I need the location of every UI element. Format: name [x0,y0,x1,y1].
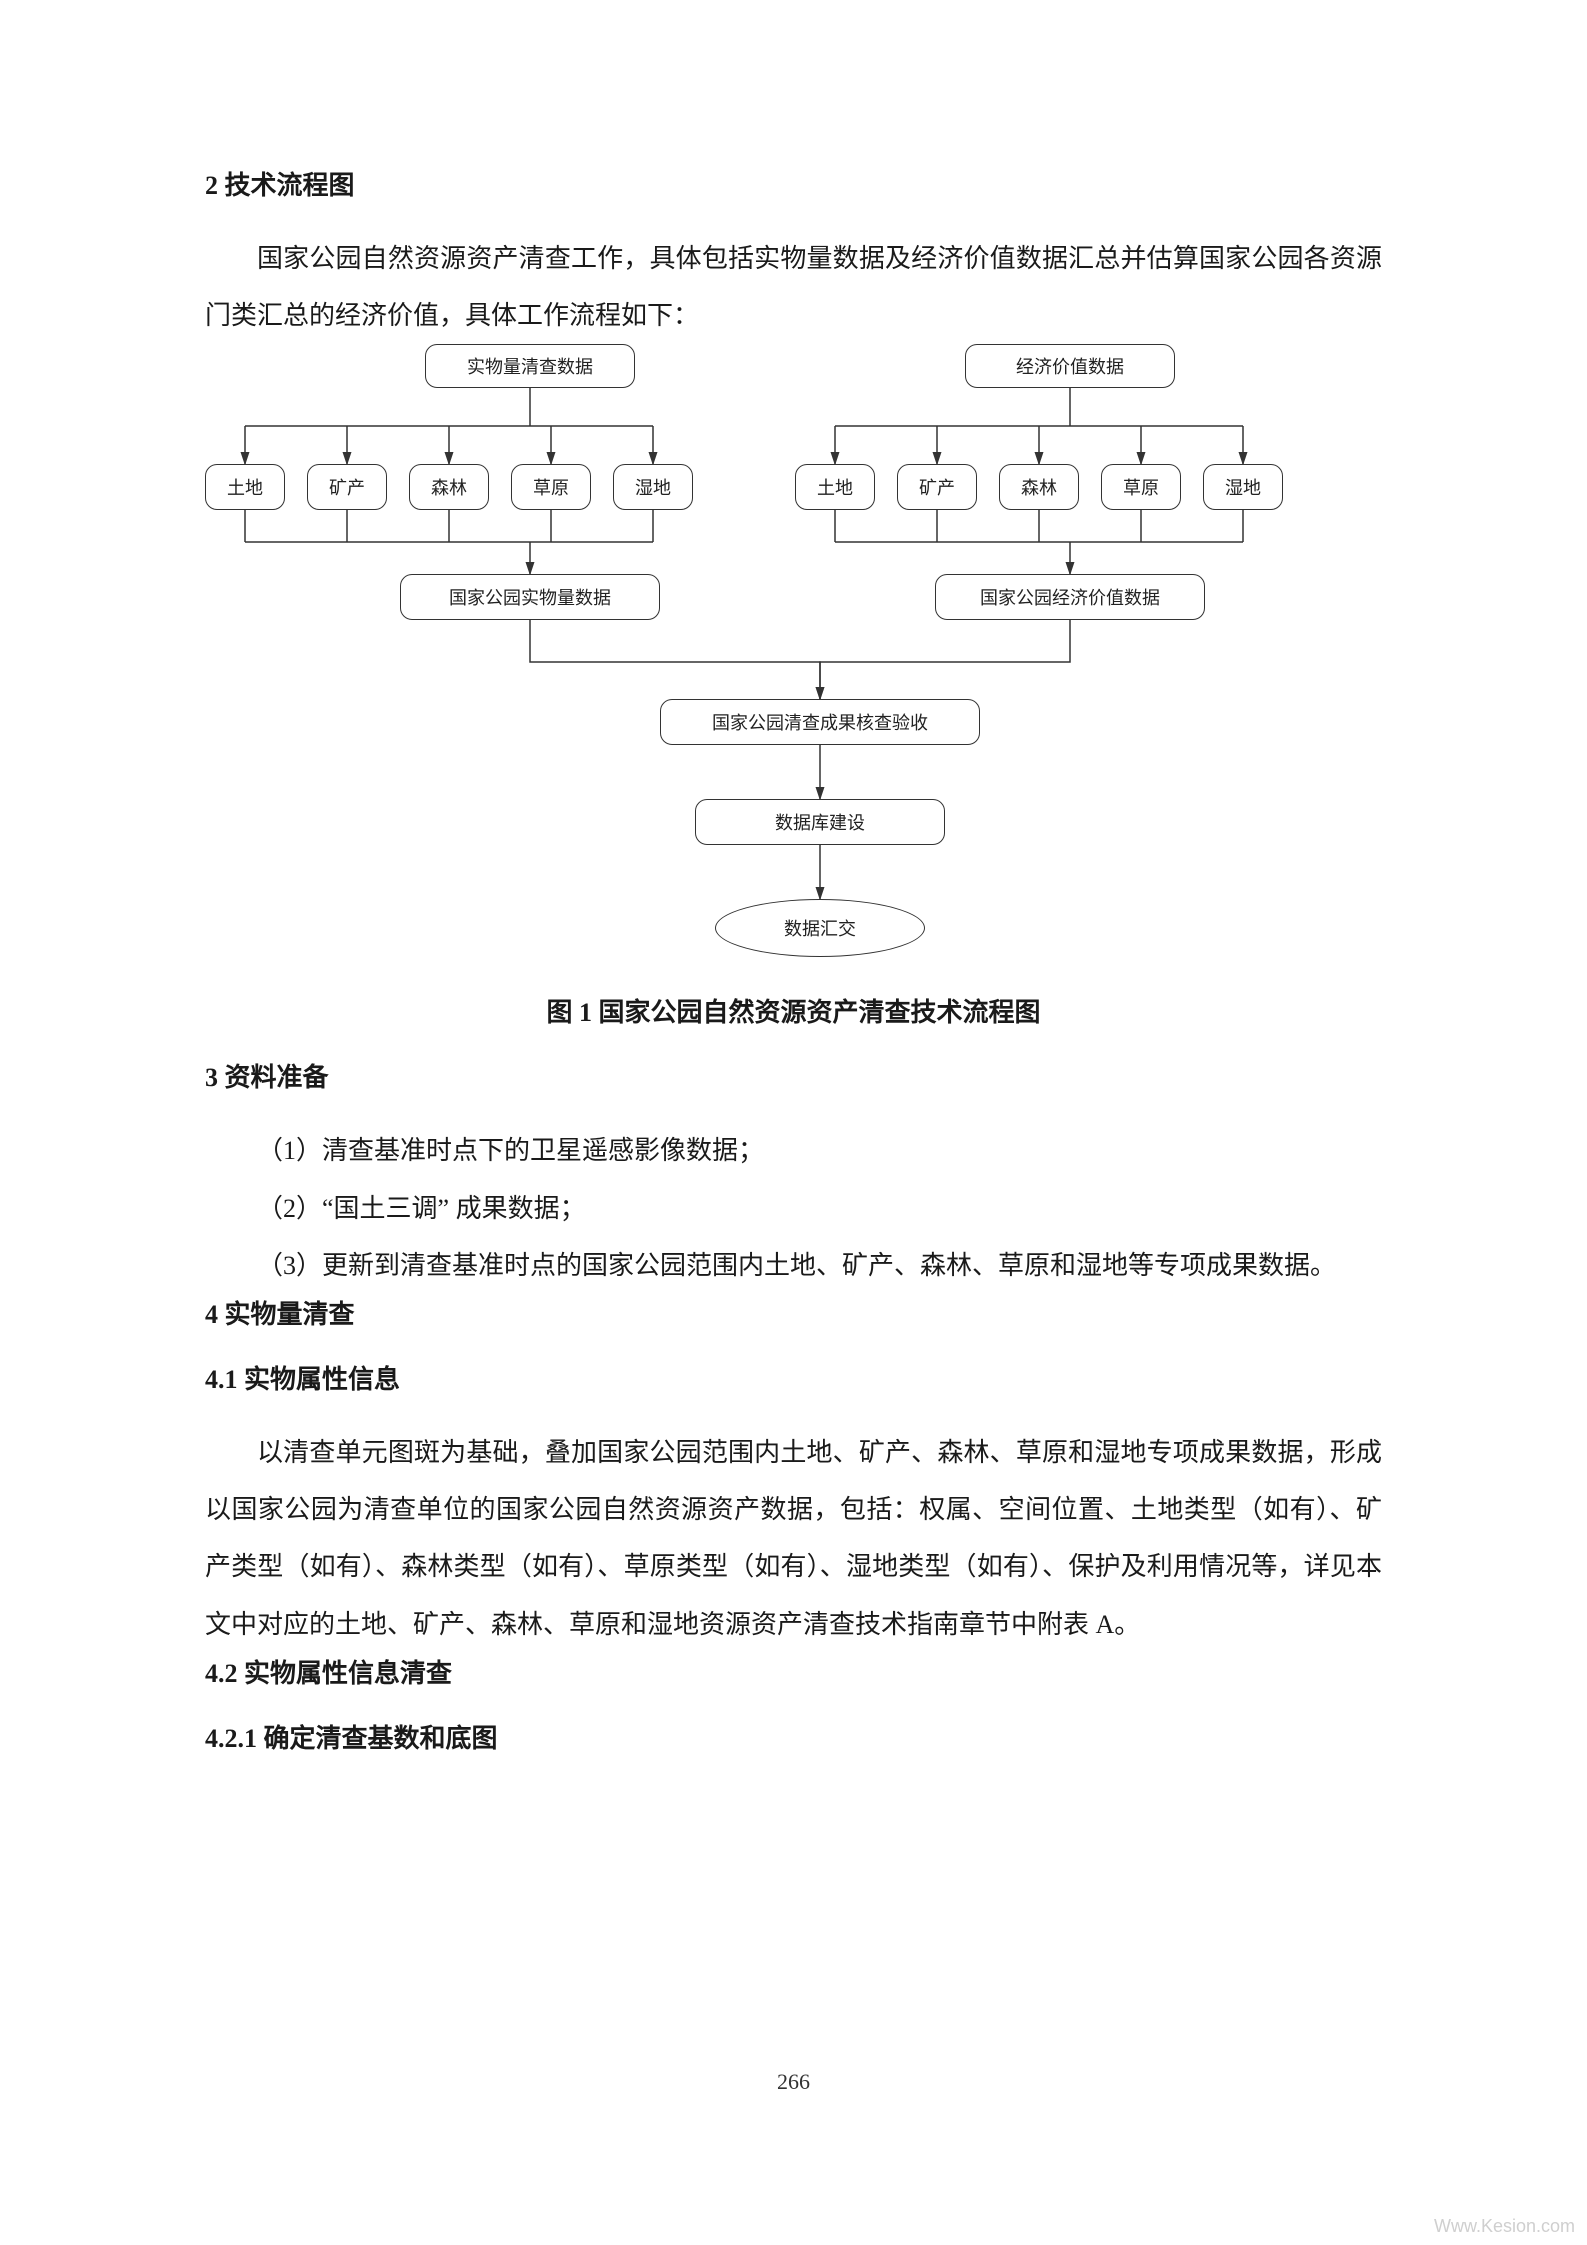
flow-node-deliver: 数据汇交 [715,899,925,957]
flow-node-top_right: 经济价值数据 [965,344,1175,388]
flow-node-agg_left: 国家公园实物量数据 [400,574,660,620]
section-2-heading: 2 技术流程图 [205,165,1382,202]
page-number: 266 [0,2069,1587,2095]
flow-node-l2: 矿产 [307,464,387,510]
section-4-heading: 4 实物量清查 [205,1294,1382,1331]
flow-node-r2: 矿产 [897,464,977,510]
flow-node-merge: 国家公园清查成果核查验收 [660,699,980,745]
section-3-item-2: （2）“国土三调” 成果数据； [205,1180,1382,1237]
flow-node-db: 数据库建设 [695,799,945,845]
section-2-paragraph: 国家公园自然资源资产清查工作，具体包括实物量数据及经济价值数据汇总并估算国家公园… [205,230,1382,344]
section-3-item-3: （3）更新到清查基准时点的国家公园范围内土地、矿产、森林、草原和湿地等专项成果数… [205,1237,1382,1294]
section-3-item-1: （1）清查基准时点下的卫星遥感影像数据； [205,1122,1382,1179]
section-3-heading: 3 资料准备 [205,1057,1382,1094]
flow-node-agg_right: 国家公园经济价值数据 [935,574,1205,620]
section-4-2-heading: 4.2 实物属性信息清查 [205,1653,1382,1690]
section-4-1-paragraph: 以清查单元图斑为基础，叠加国家公园范围内土地、矿产、森林、草原和湿地专项成果数据… [205,1424,1382,1653]
flowchart-figure: 实物量清查数据经济价值数据土地矿产森林草原湿地土地矿产森林草原湿地国家公园实物量… [205,344,1385,974]
flow-node-r3: 森林 [999,464,1079,510]
flow-node-r5: 湿地 [1203,464,1283,510]
watermark: Www.Kesion.com [1434,2216,1575,2237]
figure-caption: 图 1 国家公园自然资源资产清查技术流程图 [205,992,1382,1029]
section-4-2-1-heading: 4.2.1 确定清查基数和底图 [205,1718,1382,1755]
flow-node-l4: 草原 [511,464,591,510]
flow-node-top_left: 实物量清查数据 [425,344,635,388]
flow-node-l5: 湿地 [613,464,693,510]
flow-node-r1: 土地 [795,464,875,510]
flow-node-l3: 森林 [409,464,489,510]
flow-node-l1: 土地 [205,464,285,510]
section-4-1-heading: 4.1 实物属性信息 [205,1359,1382,1396]
flow-node-r4: 草原 [1101,464,1181,510]
flowchart-edges [205,344,1385,974]
